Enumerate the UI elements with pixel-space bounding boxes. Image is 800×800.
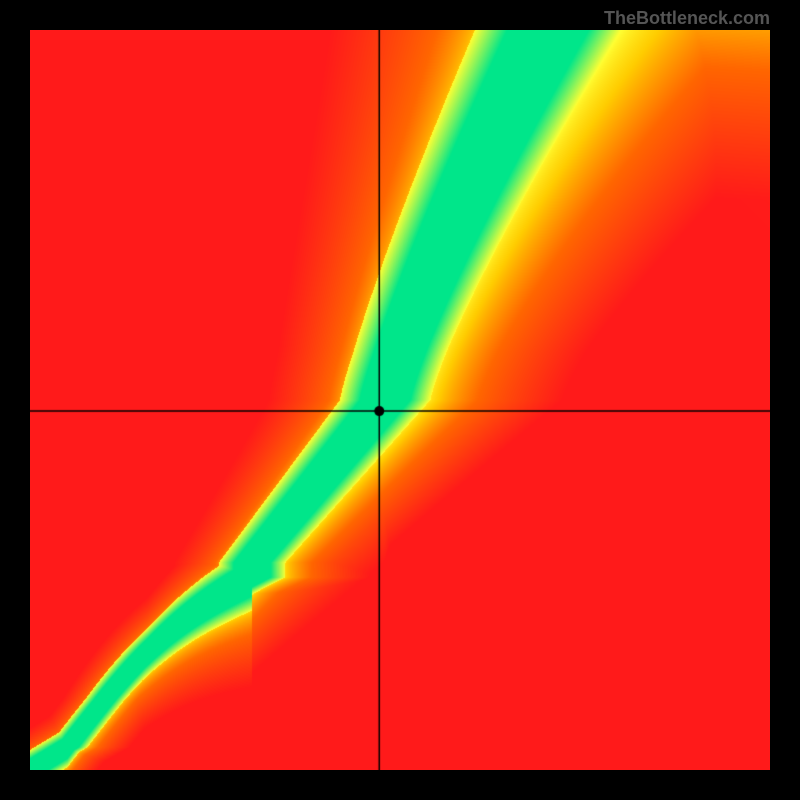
watermark-text: TheBottleneck.com [604, 8, 770, 29]
heatmap-canvas [30, 30, 770, 770]
heatmap-chart [30, 30, 770, 770]
